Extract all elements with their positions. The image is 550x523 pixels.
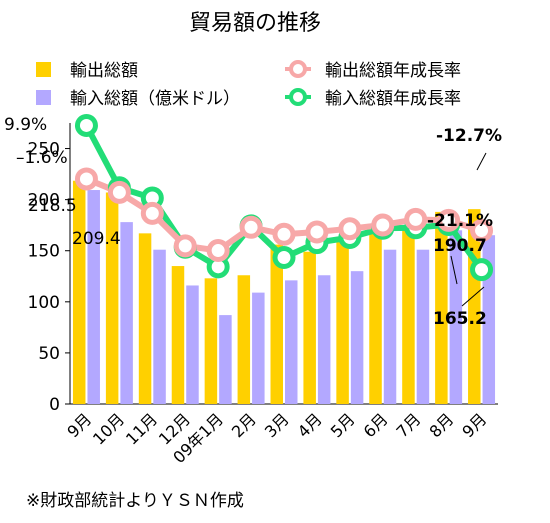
label-export-first: 218.5 bbox=[28, 196, 77, 216]
legend-label-exports: 輸出総額 bbox=[70, 61, 138, 81]
y-tick-label: 250 bbox=[28, 140, 60, 160]
x-tick-label: 8月 bbox=[425, 409, 457, 441]
bar-imports bbox=[186, 285, 199, 404]
rate-point bbox=[140, 201, 164, 225]
bar-exports bbox=[435, 211, 448, 404]
bar-exports bbox=[270, 244, 283, 404]
rate-point bbox=[338, 217, 362, 241]
x-tick-label: 3月 bbox=[261, 409, 293, 441]
rate-point bbox=[371, 213, 395, 237]
bar-imports bbox=[87, 190, 100, 404]
bar-imports bbox=[449, 230, 463, 404]
rate-point bbox=[305, 220, 329, 244]
bars bbox=[72, 180, 496, 404]
rate-point bbox=[272, 246, 296, 270]
label-rate-import-first: 9.9% bbox=[4, 115, 47, 135]
rate-point bbox=[173, 234, 197, 258]
bar-exports bbox=[72, 180, 86, 404]
legend-label-import-rate: 輸入総額年成長率 bbox=[325, 89, 461, 109]
rate-point bbox=[404, 207, 428, 231]
bar-exports bbox=[237, 275, 251, 404]
label-import-last: 165.2 bbox=[433, 309, 487, 329]
legend-marker-export-rate bbox=[289, 60, 307, 78]
leader-import-last bbox=[461, 286, 485, 307]
x-tick-label: 10月 bbox=[89, 409, 128, 448]
rate-point bbox=[239, 215, 263, 239]
bar-exports bbox=[303, 251, 316, 404]
x-tick-label: 5月 bbox=[327, 409, 359, 441]
x-tick-label: 11月 bbox=[122, 409, 161, 448]
y-ticks: 0 50 100 150 200 250 bbox=[28, 140, 70, 415]
rate-point bbox=[272, 222, 296, 246]
bar-imports bbox=[350, 271, 364, 404]
bar-exports bbox=[402, 228, 415, 404]
bar-imports bbox=[219, 315, 232, 404]
bar-imports bbox=[153, 249, 166, 404]
x-tick-label: 6月 bbox=[360, 409, 392, 441]
rate-point bbox=[107, 180, 131, 204]
bar-exports bbox=[105, 192, 119, 404]
legend-label-imports: 輸入総額（億米ドル） bbox=[70, 89, 240, 109]
label-rate-export-first: –1.6% bbox=[16, 148, 68, 168]
bar-imports bbox=[416, 249, 430, 404]
label-rate-export-last: -12.7% bbox=[436, 126, 502, 146]
x-tick-label: 9月 bbox=[458, 409, 490, 441]
label-import-first: 209.4 bbox=[72, 229, 121, 249]
legend: 輸出総額 輸入総額（億米ドル） 輸出総額年成長率 輸入総額年成長率 bbox=[36, 60, 461, 109]
bar-exports bbox=[138, 233, 152, 404]
source-note: ※財政部統計よりＹＳＮ作成 bbox=[26, 491, 244, 511]
bar-exports bbox=[171, 266, 185, 404]
bar-imports bbox=[285, 280, 298, 404]
legend-marker-import-rate bbox=[289, 88, 307, 106]
bar-imports bbox=[120, 222, 133, 404]
bar-exports bbox=[204, 278, 218, 404]
y-tick-label: 100 bbox=[28, 293, 60, 313]
y-tick-label: 0 bbox=[49, 395, 60, 415]
label-rate-import-last: -21.1% bbox=[427, 211, 493, 231]
rate-point bbox=[470, 258, 494, 282]
legend-swatch-exports bbox=[36, 62, 51, 77]
leader-export-rate bbox=[476, 152, 487, 171]
bar-imports bbox=[317, 275, 331, 404]
y-tick-label: 150 bbox=[28, 242, 60, 262]
rate-point bbox=[470, 219, 494, 243]
bar-imports bbox=[252, 292, 265, 404]
x-tick-label: 2月 bbox=[228, 409, 260, 441]
label-export-last: 190.7 bbox=[433, 236, 487, 256]
rate-lines bbox=[74, 113, 494, 282]
y-tick-label: 50 bbox=[38, 344, 60, 364]
rate-point bbox=[437, 208, 461, 232]
bar-imports bbox=[383, 249, 397, 404]
x-tick-label: 7月 bbox=[393, 409, 425, 441]
leader-export-last bbox=[450, 255, 458, 285]
y-tick-label: 200 bbox=[28, 191, 60, 211]
bar-exports bbox=[336, 239, 349, 404]
bar-exports bbox=[369, 230, 382, 404]
chart-title: 貿易額の推移 bbox=[189, 11, 321, 36]
rate-point bbox=[74, 167, 98, 191]
legend-label-export-rate: 輸出総額年成長率 bbox=[325, 61, 461, 81]
x-tick-label: 4月 bbox=[294, 409, 326, 441]
rate-point bbox=[74, 113, 98, 137]
legend-swatch-imports bbox=[36, 90, 51, 105]
rate-point bbox=[206, 239, 230, 263]
